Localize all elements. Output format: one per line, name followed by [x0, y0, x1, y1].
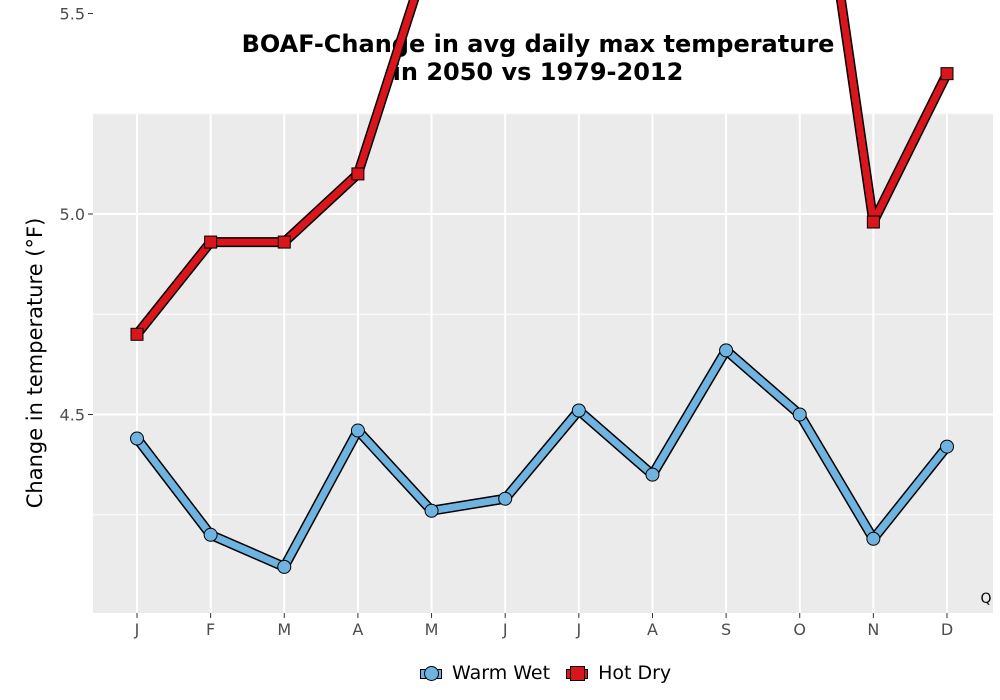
- corner-note: Q: [980, 591, 991, 607]
- minor-gridlines: [93, 113, 993, 516]
- data-point-warm-wet: [940, 439, 954, 454]
- data-point-warm-wet: [498, 491, 513, 506]
- data-point-warm-wet: [792, 407, 807, 422]
- legend: Warm Wet Hot Dry: [418, 660, 685, 686]
- data-point-warm-wet: [424, 503, 439, 518]
- chart-title-line-2: in 2050 vs 1979-2012: [392, 58, 684, 86]
- chart-title: BOAF-Change in avg daily max temperature…: [0, 30, 1000, 86]
- data-point-warm-wet: [350, 423, 365, 438]
- series-warm-wet: [130, 343, 954, 574]
- chart-title-line-1: BOAF-Change in avg daily max temperature: [241, 30, 835, 58]
- major-gridlines: [93, 12, 993, 613]
- data-point-warm-wet: [571, 403, 586, 418]
- x-tick-label: A: [352, 620, 363, 639]
- data-point-warm-wet: [130, 431, 144, 446]
- legend-label-warm-wet: Warm Wet: [452, 662, 551, 684]
- legend-key-warm-wet: [418, 660, 444, 686]
- x-tick-label: O: [793, 620, 806, 639]
- data-point-warm-wet: [866, 531, 881, 546]
- y-axis-label: Change in temperature (°F): [23, 218, 47, 509]
- data-point-hot-dry: [204, 235, 218, 249]
- data-point-hot-dry: [866, 215, 880, 229]
- data-point-warm-wet: [719, 343, 734, 358]
- series-line-hot-dry: [133, 0, 951, 338]
- series-hot-dry: [130, 0, 954, 341]
- legend-item-warm-wet: Warm Wet: [418, 660, 550, 686]
- x-tick-label: D: [941, 620, 953, 639]
- legend-label-hot-dry: Hot Dry: [598, 662, 672, 684]
- y-tick-label: 5.5: [60, 5, 85, 24]
- x-tick-label: M: [277, 620, 291, 639]
- data-point-warm-wet: [645, 467, 660, 482]
- x-tick-label: J: [502, 620, 508, 639]
- series-line-warm-wet: [133, 346, 951, 571]
- y-tick-label: 4.5: [60, 406, 85, 425]
- x-tick-label: S: [721, 620, 731, 639]
- legend-key-hot-dry: [564, 660, 590, 686]
- x-tick-label: F: [206, 620, 215, 639]
- series-layer: [130, 0, 954, 574]
- plot-panel: [93, 113, 993, 613]
- x-tick-label: A: [647, 620, 658, 639]
- data-point-warm-wet: [203, 527, 218, 542]
- x-tick-label: J: [134, 620, 140, 639]
- data-point-hot-dry: [351, 167, 365, 181]
- legend-item-hot-dry: Hot Dry: [564, 660, 671, 686]
- y-axis: 4.55.05.56.0: [60, 5, 93, 425]
- data-point-hot-dry: [277, 235, 291, 249]
- x-tick-label: J: [575, 620, 581, 639]
- x-tick-label: N: [867, 620, 879, 639]
- data-point-hot-dry: [130, 327, 144, 341]
- data-point-hot-dry: [940, 67, 954, 81]
- x-tick-label: M: [425, 620, 439, 639]
- data-point-warm-wet: [277, 559, 292, 574]
- y-tick-label: 5.0: [60, 205, 85, 224]
